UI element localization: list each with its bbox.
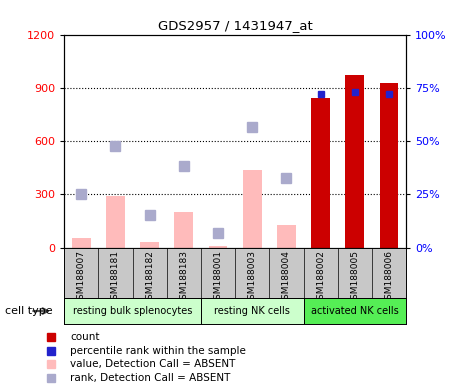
Bar bbox=[304, 298, 406, 324]
Text: GSM188003: GSM188003 bbox=[248, 250, 256, 305]
Bar bbox=[380, 83, 399, 248]
Text: GSM188004: GSM188004 bbox=[282, 250, 291, 305]
Text: GSM188001: GSM188001 bbox=[214, 250, 222, 305]
Text: GSM188007: GSM188007 bbox=[77, 250, 86, 305]
Text: GSM188006: GSM188006 bbox=[385, 250, 393, 305]
Text: value, Detection Call = ABSENT: value, Detection Call = ABSENT bbox=[70, 359, 236, 369]
Text: rank, Detection Call = ABSENT: rank, Detection Call = ABSENT bbox=[70, 373, 230, 383]
Text: GSM188183: GSM188183 bbox=[180, 250, 188, 305]
Bar bbox=[277, 225, 296, 248]
Text: percentile rank within the sample: percentile rank within the sample bbox=[70, 346, 246, 356]
Bar bbox=[174, 212, 193, 248]
Text: GSM188002: GSM188002 bbox=[316, 250, 325, 305]
Bar bbox=[140, 242, 159, 248]
Text: GSM188182: GSM188182 bbox=[145, 250, 154, 305]
Bar bbox=[64, 298, 201, 324]
Title: GDS2957 / 1431947_at: GDS2957 / 1431947_at bbox=[158, 19, 313, 32]
Text: cell type: cell type bbox=[5, 306, 52, 316]
Bar bbox=[201, 298, 304, 324]
Text: GSM188005: GSM188005 bbox=[351, 250, 359, 305]
Text: GSM188181: GSM188181 bbox=[111, 250, 120, 305]
Text: count: count bbox=[70, 332, 100, 342]
Bar bbox=[209, 246, 228, 248]
Bar bbox=[345, 75, 364, 248]
Bar bbox=[243, 170, 262, 248]
Text: resting NK cells: resting NK cells bbox=[214, 306, 290, 316]
Bar bbox=[106, 196, 125, 248]
Bar bbox=[311, 99, 330, 248]
Text: activated NK cells: activated NK cells bbox=[311, 306, 399, 316]
Bar bbox=[72, 238, 91, 248]
Text: resting bulk splenocytes: resting bulk splenocytes bbox=[73, 306, 192, 316]
